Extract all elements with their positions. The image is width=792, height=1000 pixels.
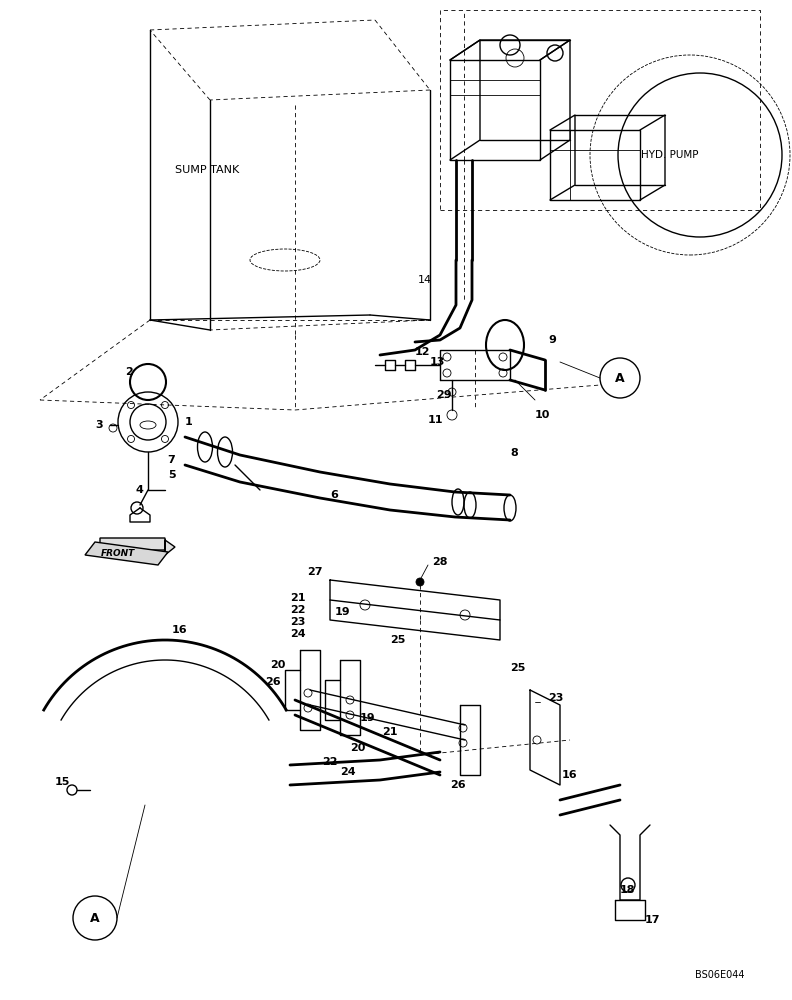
Polygon shape xyxy=(85,542,168,565)
Text: 26: 26 xyxy=(450,780,466,790)
Text: 20: 20 xyxy=(270,660,285,670)
Text: 19: 19 xyxy=(360,713,375,723)
Text: 26: 26 xyxy=(265,677,280,687)
Text: 24: 24 xyxy=(340,767,356,777)
Text: 21: 21 xyxy=(382,727,398,737)
Text: 12: 12 xyxy=(415,347,431,357)
Circle shape xyxy=(162,435,169,442)
Text: 20: 20 xyxy=(350,743,365,753)
Text: 24: 24 xyxy=(290,629,306,639)
Text: 3: 3 xyxy=(95,420,103,430)
Text: 21: 21 xyxy=(290,593,306,603)
Text: 18: 18 xyxy=(620,885,635,895)
Text: 8: 8 xyxy=(510,448,518,458)
Text: 14: 14 xyxy=(418,275,432,285)
Text: A: A xyxy=(90,912,100,924)
Polygon shape xyxy=(100,538,175,555)
Text: 27: 27 xyxy=(307,567,322,577)
Text: 6: 6 xyxy=(330,490,338,500)
Text: 17: 17 xyxy=(645,915,661,925)
Text: A: A xyxy=(615,371,625,384)
Text: 29: 29 xyxy=(436,390,451,400)
Text: HYD. PUMP: HYD. PUMP xyxy=(642,150,699,160)
Text: 23: 23 xyxy=(290,617,306,627)
Text: 25: 25 xyxy=(510,663,525,673)
Text: 7: 7 xyxy=(167,455,175,465)
Text: 25: 25 xyxy=(390,635,406,645)
Text: 5: 5 xyxy=(168,470,176,480)
Text: FRONT: FRONT xyxy=(101,548,135,558)
Text: 10: 10 xyxy=(535,410,550,420)
Text: 22: 22 xyxy=(322,757,337,767)
Text: 23: 23 xyxy=(548,693,563,703)
Text: 9: 9 xyxy=(548,335,556,345)
Text: 11: 11 xyxy=(428,415,444,425)
Text: SUMP TANK: SUMP TANK xyxy=(175,165,239,175)
Text: 2: 2 xyxy=(125,367,133,377)
Text: 16: 16 xyxy=(562,770,577,780)
Text: 1: 1 xyxy=(185,417,192,427)
Text: 19: 19 xyxy=(335,607,351,617)
Text: 4: 4 xyxy=(135,485,143,495)
Text: 22: 22 xyxy=(290,605,306,615)
Text: BS06E044: BS06E044 xyxy=(695,970,744,980)
Text: 16: 16 xyxy=(172,625,188,635)
Text: 13: 13 xyxy=(430,357,445,367)
Text: 28: 28 xyxy=(432,557,447,567)
Circle shape xyxy=(128,435,135,442)
Text: 15: 15 xyxy=(55,777,70,787)
Circle shape xyxy=(128,402,135,409)
Circle shape xyxy=(416,578,424,586)
Circle shape xyxy=(162,402,169,409)
